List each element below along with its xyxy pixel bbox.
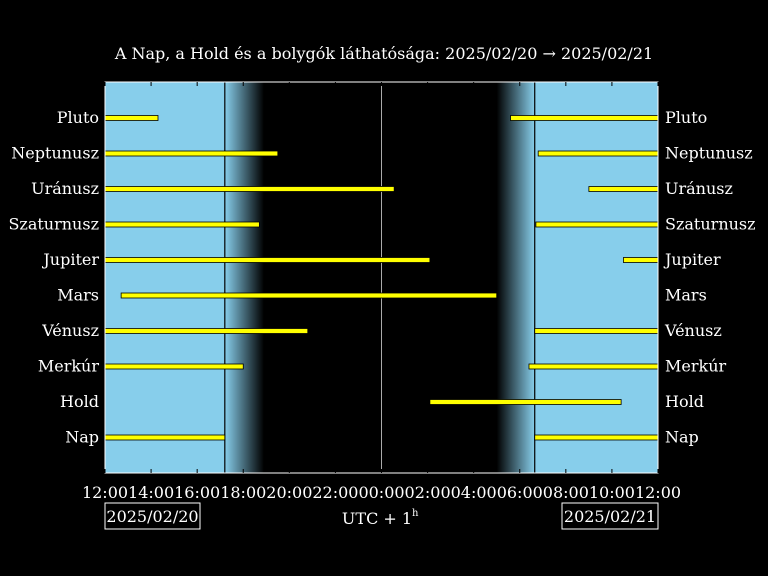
visibility-bar: [104, 328, 309, 334]
chart-title: A Nap, a Hold és a bolygók láthatósága: …: [114, 44, 653, 63]
body-label-right: Neptunusz: [665, 144, 753, 163]
visibility-bar: [104, 363, 244, 370]
x-tick-label: 12:00: [82, 483, 128, 502]
visibility-bar: [537, 150, 659, 157]
end-date-label: 2025/02/21: [564, 507, 656, 526]
labels-left: Pluto Neptunusz Uránusz Szaturnusz Jupiter Ma…: [8, 108, 99, 447]
visibility-bar: [623, 257, 659, 263]
body-label-right: Merkúr: [665, 357, 727, 376]
plot-area: [104, 81, 659, 474]
x-axis-label: UTC + 1: [342, 509, 412, 528]
x-tick-label: 14:00: [128, 483, 174, 502]
visibility-bar: [534, 434, 659, 441]
body-label-left: Szaturnusz: [8, 215, 99, 234]
x-tick-label: 00:00: [358, 483, 404, 502]
body-label-right: Szaturnusz: [665, 215, 756, 234]
visibility-bar: [429, 399, 622, 405]
visibility-bar: [104, 221, 260, 228]
x-tick-label: 08:00: [543, 483, 589, 502]
end-date-box: [561, 502, 659, 530]
visibility-bar: [104, 186, 395, 192]
visibility-bar: [104, 434, 226, 441]
visibility-bar: [534, 328, 659, 334]
day-region-morning: [534, 82, 658, 473]
body-label-left: Hold: [60, 392, 99, 411]
body-label-left: Uránusz: [31, 179, 99, 198]
start-date-box: [104, 502, 201, 530]
body-label-left: Neptunusz: [11, 144, 99, 163]
twilight-morning: [496, 82, 535, 473]
body-label-right: Uránusz: [665, 179, 733, 198]
body-label-left: Mars: [57, 286, 99, 305]
night-region: [263, 82, 497, 473]
day-region-evening: [105, 82, 225, 473]
x-tick-label: 20:00: [266, 483, 312, 502]
visibility-bar: [510, 115, 659, 121]
x-tick-labels: 12:00 14:00 16:00 18:00 20:00 22:00 00:00 02:00…: [82, 483, 681, 502]
visibility-bar: [104, 257, 431, 263]
visibility-bar: [120, 292, 498, 299]
visibility-bar: [528, 363, 659, 370]
x-tick-label: 22:00: [312, 483, 358, 502]
body-label-right: Jupiter: [663, 250, 721, 269]
start-date-label: 2025/02/20: [106, 507, 198, 526]
visibility-bar: [104, 115, 159, 121]
body-label-right: Pluto: [665, 108, 707, 127]
x-tick-label: 18:00: [220, 483, 266, 502]
body-label-left: Pluto: [57, 108, 99, 127]
x-tick-label: 02:00: [405, 483, 451, 502]
x-tick-label: 04:00: [451, 483, 497, 502]
visibility-bar: [588, 186, 659, 192]
body-label-right: Hold: [665, 392, 704, 411]
x-tick-label: 06:00: [497, 483, 543, 502]
x-tick-label: 10:00: [589, 483, 635, 502]
body-label-right: Vénusz: [664, 321, 722, 340]
labels-right: Pluto Neptunusz Uránusz Szaturnusz Jupiter Ma…: [663, 108, 756, 447]
visibility-bar: [104, 150, 279, 157]
x-tick-label: 16:00: [174, 483, 220, 502]
body-label-left: Jupiter: [41, 250, 99, 269]
body-label-left: Nap: [65, 428, 99, 447]
visibility-bar: [535, 221, 659, 228]
body-label-left: Vénusz: [41, 321, 99, 340]
body-label-right: Mars: [665, 286, 707, 305]
x-tick-label: 12:00: [635, 483, 681, 502]
x-axis-label-superscript: h: [412, 508, 419, 519]
body-label-left: Merkúr: [38, 357, 100, 376]
body-label-right: Nap: [665, 428, 699, 447]
twilight-evening: [224, 82, 264, 473]
